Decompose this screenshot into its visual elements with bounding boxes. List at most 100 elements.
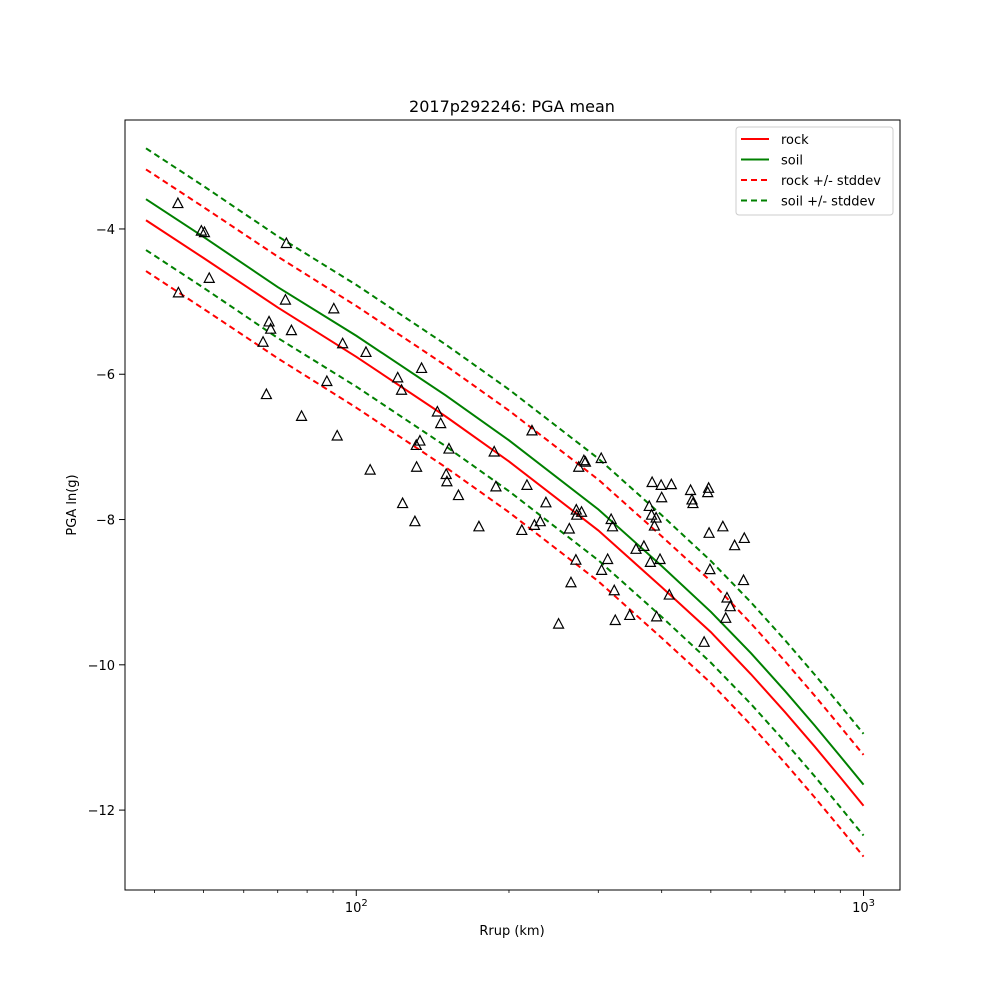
- observation-point: [442, 442, 455, 454]
- observations-layer: [171, 196, 751, 647]
- observation-point: [195, 224, 208, 236]
- observation-point: [528, 518, 541, 530]
- plot-frame: [124, 119, 901, 891]
- observation-point: [608, 583, 621, 596]
- observation-point: [720, 591, 733, 603]
- x-tick-label: 102: [345, 898, 368, 916]
- observation-point: [539, 496, 552, 508]
- y-tick-label: −10: [88, 659, 115, 674]
- observation-point: [724, 599, 737, 612]
- legend: rock soil rock +/- stddev soil +/- stddev: [735, 126, 894, 216]
- observation-point: [570, 503, 583, 515]
- series-line-0: [145, 219, 865, 807]
- observation-point: [257, 335, 270, 347]
- observation-point: [434, 416, 447, 429]
- observation-point: [408, 514, 421, 527]
- observation-point: [577, 453, 590, 466]
- observation-point: [654, 552, 667, 565]
- observation-point: [685, 493, 698, 505]
- observation-point: [601, 552, 614, 565]
- observation-point: [716, 520, 729, 532]
- observation-point: [698, 635, 711, 647]
- observation-point: [413, 434, 426, 446]
- observation-point: [719, 611, 732, 623]
- observation-point: [391, 371, 404, 383]
- observation-point: [630, 542, 643, 554]
- series-line-2: [145, 168, 865, 756]
- observation-point: [684, 483, 697, 496]
- observation-point: [563, 522, 576, 534]
- observation-point: [645, 508, 658, 520]
- x-axis-label: Rrup (km): [479, 924, 544, 939]
- observation-point: [279, 293, 292, 305]
- observation-point: [570, 508, 583, 520]
- observation-point: [489, 480, 502, 492]
- legend-label: soil +/- stddev: [781, 195, 876, 210]
- observation-point: [172, 286, 185, 298]
- observation-point: [264, 322, 277, 334]
- observation-point: [396, 496, 409, 509]
- y-tick-label: −4: [96, 223, 115, 238]
- observation-point: [359, 345, 372, 358]
- series-line-3: [145, 270, 865, 858]
- observation-point: [703, 526, 716, 538]
- observation-point: [327, 302, 340, 314]
- observation-point: [579, 455, 592, 467]
- observation-point: [575, 505, 588, 517]
- observation-point: [203, 271, 216, 283]
- legend-box: [735, 126, 894, 216]
- observation-point: [515, 523, 528, 536]
- observation-point: [646, 475, 659, 488]
- observation-point: [431, 405, 444, 417]
- legend-label: rock: [781, 133, 809, 148]
- observation-point: [595, 563, 608, 575]
- observation-point: [320, 374, 333, 387]
- observation-point: [738, 531, 751, 544]
- observation-point: [364, 463, 377, 475]
- observation-point: [650, 610, 663, 622]
- observation-point: [606, 520, 619, 532]
- observation-point: [665, 477, 678, 490]
- observation-point: [623, 608, 636, 621]
- observation-point: [415, 361, 428, 374]
- observation-point: [552, 617, 565, 629]
- y-tick-label: −6: [96, 368, 115, 383]
- observation-point: [336, 336, 349, 349]
- observation-point: [331, 429, 344, 441]
- observation-point: [534, 514, 547, 527]
- series-line-4: [145, 147, 865, 735]
- observation-point: [648, 519, 661, 531]
- observation-point: [285, 323, 298, 336]
- observation-point: [650, 511, 663, 523]
- observation-point: [663, 588, 676, 600]
- observation-point: [644, 555, 657, 567]
- observation-point: [171, 196, 184, 209]
- observation-point: [728, 538, 741, 551]
- observation-point: [263, 315, 276, 327]
- observation-point: [655, 478, 668, 490]
- observation-point: [569, 553, 582, 565]
- axes-layer: 102 103 −12 −10 −8 −6 −4: [88, 119, 901, 916]
- observation-point: [564, 575, 577, 588]
- observation-point: [520, 478, 533, 490]
- observation-point: [395, 383, 408, 395]
- legend-label: soil: [781, 154, 803, 169]
- observation-point: [198, 225, 211, 238]
- observation-point: [686, 496, 699, 509]
- observation-point: [525, 424, 538, 436]
- observation-point: [295, 409, 308, 421]
- observation-point: [643, 499, 656, 512]
- observation-point: [609, 613, 622, 626]
- chart-title: 2017p292246: PGA mean: [409, 97, 615, 116]
- legend-label: rock +/- stddev: [781, 174, 881, 189]
- observation-point: [655, 490, 668, 503]
- observation-point: [280, 236, 293, 249]
- series-layer: [145, 147, 865, 858]
- observation-point: [637, 539, 650, 552]
- observation-point: [702, 481, 715, 493]
- observation-point: [440, 474, 453, 487]
- observation-point: [703, 562, 716, 575]
- observation-point: [410, 460, 423, 472]
- y-axis-label: PGA ln(g): [65, 474, 80, 535]
- y-tick-label: −12: [88, 804, 115, 819]
